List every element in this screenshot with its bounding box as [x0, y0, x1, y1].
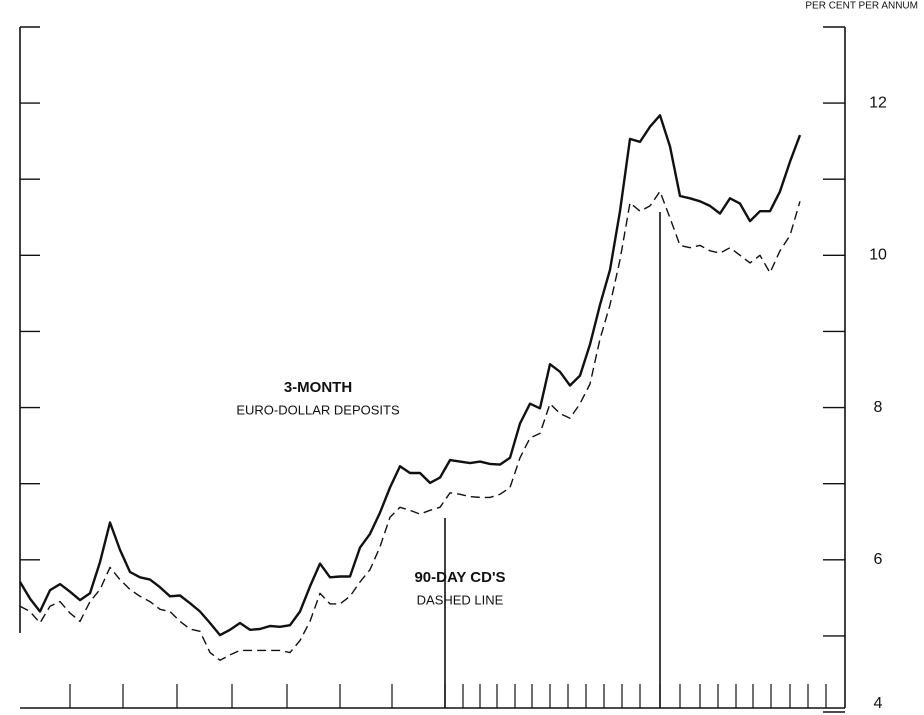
y-axis-label: PER CENT PER ANNUM: [805, 1, 918, 12]
series-line: [19, 190, 801, 661]
annotation: EURO-DOLLAR DEPOSITS: [236, 402, 400, 417]
y-tick-label: 8: [874, 399, 883, 416]
y-tick-label: 12: [869, 94, 887, 111]
y-tick-label: 6: [874, 551, 883, 568]
series-line: [18, 114, 802, 637]
annotation: 3-MONTH: [284, 379, 352, 396]
y-tick-label: 10: [869, 247, 887, 264]
annotation: DASHED LINE: [417, 592, 504, 607]
y-tick-label: 4: [874, 695, 883, 712]
x-ticks: [69, 684, 827, 708]
annotation: 90-DAY CD'S: [414, 569, 505, 586]
